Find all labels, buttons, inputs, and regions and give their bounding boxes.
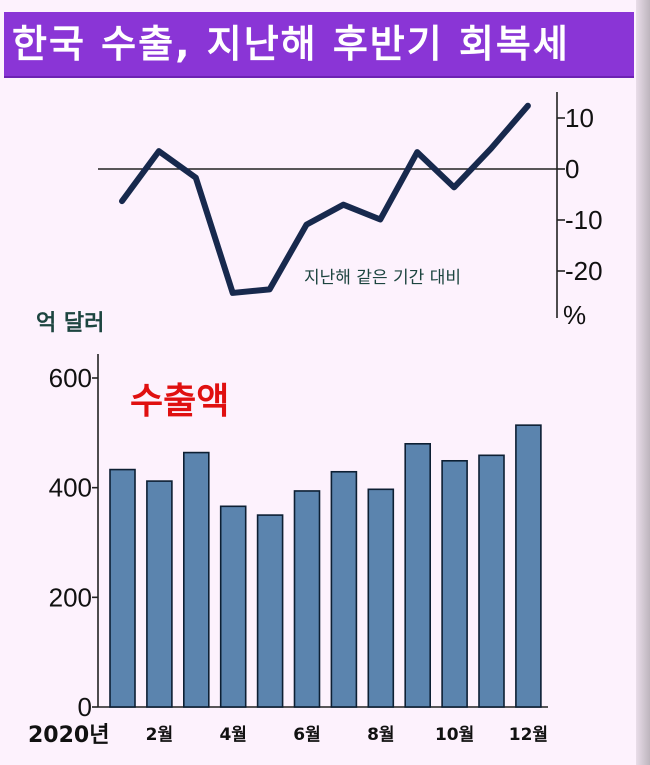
title-banner: 한국 수출, 지난해 후반기 회복세 <box>4 12 634 76</box>
bar-y-tick-label: 200 <box>49 582 92 612</box>
bar-y-tick-label: 0 <box>78 692 92 722</box>
bar <box>330 470 358 708</box>
bar-x-year-label: 2020년 <box>28 723 109 748</box>
bar <box>441 459 468 708</box>
chart-title: 한국 수출, 지난해 후반기 회복세 <box>12 22 570 66</box>
line-y-tick-label: 10 <box>565 103 594 133</box>
bar-x-tick-label: 10월 <box>435 725 474 745</box>
bar-y-tick-label: 400 <box>49 473 92 503</box>
line-unit-label: % <box>563 300 586 330</box>
bar <box>478 454 505 708</box>
bar <box>219 505 247 708</box>
page-edge <box>636 0 650 765</box>
bar-chart-title: 수출액 <box>130 381 229 422</box>
bar <box>109 468 136 708</box>
line-y-tick-label: 0 <box>565 154 579 184</box>
line-annotation: 지난해 같은 기간 대비 <box>304 268 461 288</box>
bar-x-tick-label: 12월 <box>509 725 548 745</box>
bar <box>146 480 173 708</box>
bar-y-unit-label: 억 달러 <box>36 311 104 336</box>
bar <box>515 424 542 708</box>
bar <box>293 490 321 708</box>
bar-y-tick-label: 600 <box>49 363 92 393</box>
bar <box>404 442 432 708</box>
bar-x-tick-label: 2월 <box>146 725 173 745</box>
line-y-tick-label: -20 <box>565 256 603 286</box>
line-series <box>119 102 531 296</box>
bar <box>367 488 395 708</box>
bar-x-tick-label: 6월 <box>293 725 320 745</box>
line-y-tick-label: -10 <box>565 205 603 235</box>
bar <box>256 514 284 708</box>
bar-x-tick-label: 4월 <box>219 725 246 745</box>
bar <box>183 451 210 708</box>
line-chart: 10 0 -10 -20% 지난해 같은 기간 대비 <box>98 92 603 330</box>
bar-x-tick-label: 8월 <box>367 725 394 745</box>
